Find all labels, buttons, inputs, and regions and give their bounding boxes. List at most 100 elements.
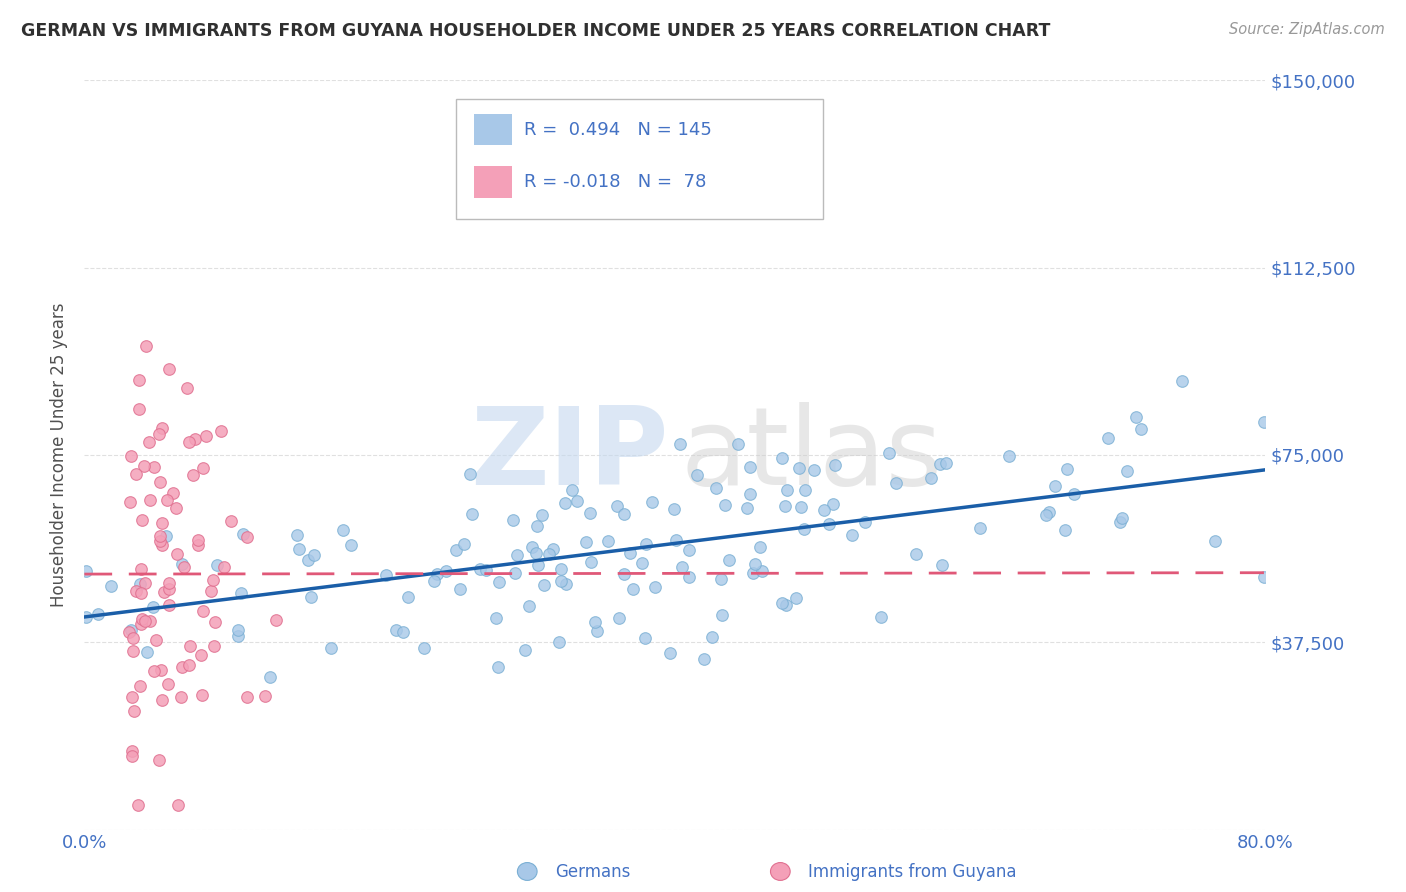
- Point: [340, 538, 363, 552]
- Point: [583, 615, 606, 629]
- Point: [700, 631, 723, 645]
- Point: [187, 538, 209, 552]
- Point: [100, 579, 122, 593]
- Point: [607, 610, 630, 624]
- Point: [181, 468, 204, 483]
- Point: [748, 541, 770, 555]
- Point: [121, 631, 143, 645]
- Point: [120, 495, 142, 509]
- Point: [524, 546, 547, 560]
- Point: [928, 457, 950, 471]
- Point: [530, 508, 553, 522]
- Point: [179, 435, 201, 450]
- Text: ZIP: ZIP: [471, 402, 669, 508]
- Point: [468, 562, 491, 576]
- Point: [204, 615, 226, 630]
- Point: [790, 500, 813, 514]
- Point: [120, 450, 142, 464]
- Point: [170, 660, 193, 674]
- Point: [125, 583, 148, 598]
- Point: [1116, 464, 1139, 478]
- Point: [704, 482, 727, 496]
- Point: [474, 563, 496, 577]
- Point: [176, 381, 198, 395]
- Point: [149, 475, 172, 490]
- FancyBboxPatch shape: [457, 99, 823, 219]
- Point: [586, 624, 609, 638]
- Point: [143, 460, 166, 475]
- Point: [202, 639, 225, 653]
- Point: [787, 460, 810, 475]
- Point: [458, 467, 481, 481]
- Text: Germans: Germans: [555, 863, 631, 881]
- Point: [299, 590, 322, 604]
- Point: [205, 558, 228, 573]
- Point: [177, 658, 200, 673]
- Point: [142, 599, 165, 614]
- Point: [870, 609, 893, 624]
- Point: [129, 586, 152, 600]
- Point: [554, 495, 576, 509]
- Point: [148, 752, 170, 766]
- Point: [121, 748, 143, 763]
- Point: [669, 437, 692, 451]
- Point: [142, 665, 165, 679]
- Point: [449, 582, 471, 597]
- Point: [139, 614, 162, 628]
- Point: [485, 611, 508, 625]
- Point: [841, 527, 863, 541]
- Point: [1125, 409, 1147, 424]
- Point: [579, 506, 602, 520]
- Point: [191, 460, 214, 475]
- Point: [461, 508, 484, 522]
- Point: [195, 429, 218, 443]
- Point: [266, 613, 288, 627]
- Point: [122, 704, 145, 718]
- Text: Immigrants from Guyana: Immigrants from Guyana: [808, 863, 1017, 881]
- Point: [884, 475, 907, 490]
- Point: [155, 529, 177, 543]
- Point: [304, 548, 326, 562]
- Point: [396, 590, 419, 604]
- Point: [134, 458, 156, 473]
- Point: [520, 540, 543, 554]
- Point: [714, 498, 737, 512]
- Point: [517, 599, 540, 614]
- Point: [145, 633, 167, 648]
- Point: [555, 577, 578, 591]
- Point: [1038, 505, 1060, 519]
- Point: [634, 632, 657, 646]
- Point: [75, 564, 97, 578]
- Point: [179, 640, 201, 654]
- Point: [803, 463, 825, 477]
- Point: [547, 634, 569, 648]
- Point: [135, 645, 157, 659]
- Point: [131, 513, 153, 527]
- Text: Source: ZipAtlas.com: Source: ZipAtlas.com: [1229, 22, 1385, 37]
- Point: [426, 566, 449, 581]
- Point: [139, 493, 162, 508]
- Point: [931, 558, 953, 573]
- Point: [998, 449, 1021, 463]
- Point: [134, 575, 156, 590]
- Point: [738, 487, 761, 501]
- Point: [332, 523, 354, 537]
- Point: [1108, 515, 1130, 529]
- Point: [550, 574, 572, 588]
- Point: [561, 483, 583, 497]
- Point: [169, 690, 191, 704]
- Point: [935, 456, 957, 470]
- Point: [1045, 479, 1067, 493]
- Point: [613, 567, 636, 582]
- Point: [212, 559, 235, 574]
- Point: [166, 797, 188, 812]
- Point: [122, 644, 145, 658]
- Point: [156, 493, 179, 508]
- Point: [770, 597, 793, 611]
- Point: [228, 624, 250, 638]
- Point: [173, 560, 195, 574]
- Point: [644, 580, 666, 594]
- Point: [131, 612, 153, 626]
- Point: [150, 421, 173, 435]
- Point: [502, 513, 524, 527]
